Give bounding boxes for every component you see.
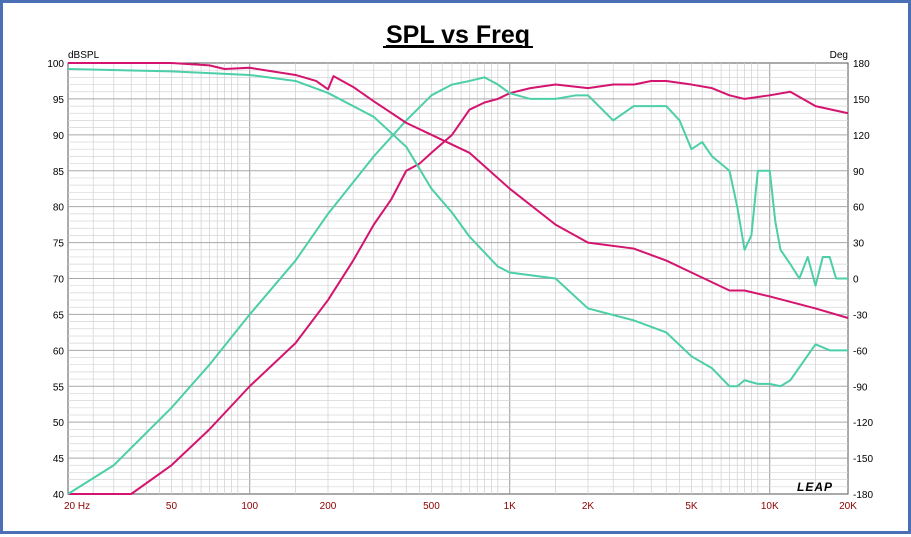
right-tick-label: 90 <box>853 167 865 178</box>
right-tick-label: -30 <box>853 310 868 321</box>
right-tick-label: -90 <box>853 382 868 393</box>
left-tick-label: 70 <box>53 275 65 286</box>
right-tick-label: 60 <box>853 203 865 214</box>
right-tick-label: -60 <box>853 346 868 357</box>
x-tick-label: 20 Hz <box>64 501 90 512</box>
left-tick-label: 40 <box>53 490 65 501</box>
x-tick-label: 2K <box>582 501 595 512</box>
label-layer: SPL vs Freq dBSPL Deg 100 95 90 85 80 75 70 65 60 55… <box>47 21 873 512</box>
right-axis-unit: Deg <box>830 50 848 61</box>
series-1-magenta-left-line <box>68 79 849 495</box>
left-tick-label: 55 <box>53 382 65 393</box>
left-tick-label: 100 <box>47 59 64 70</box>
x-tick-label: 200 <box>320 501 337 512</box>
x-tick-label: 50 <box>166 501 178 512</box>
right-tick-label: 0 <box>853 275 859 286</box>
right-tick-label: -150 <box>853 454 873 465</box>
x-tick-label: 20K <box>839 501 857 512</box>
right-tick-label: 30 <box>853 239 865 250</box>
grid-layer <box>67 62 849 495</box>
left-tick-label: 60 <box>53 346 65 357</box>
left-tick-label: 85 <box>53 167 65 178</box>
left-axis-unit: dBSPL <box>68 50 100 61</box>
left-tick-label: 95 <box>53 95 65 106</box>
x-tick-label: 1K <box>504 501 517 512</box>
series-2-teal-left-line <box>67 76 848 495</box>
right-tick-label: -120 <box>853 418 873 429</box>
x-tick-label: 10K <box>761 501 779 512</box>
right-tick-label: 180 <box>853 59 870 70</box>
chart-title: SPL vs Freq <box>386 21 530 49</box>
right-tick-label: 150 <box>853 95 870 106</box>
left-tick-label: 75 <box>53 239 65 250</box>
x-tick-label: 100 <box>241 501 258 512</box>
x-tick-label: 500 <box>423 501 440 512</box>
left-tick-label: 90 <box>53 131 65 142</box>
left-tick-label: 80 <box>53 203 65 214</box>
series-3-magenta-right-line <box>68 62 849 319</box>
series-layer <box>67 62 849 495</box>
right-tick-label: -180 <box>853 490 873 501</box>
left-tick-label: 65 <box>53 310 65 321</box>
right-tick-label: 120 <box>853 131 870 142</box>
series-4-teal-right-line <box>67 67 848 388</box>
x-tick-label: 5K <box>685 501 698 512</box>
spl-vs-freq-chart: SPL vs Freq dBSPL Deg 100 95 90 85 80 75 70 65 60 55… <box>47 21 873 512</box>
leap-watermark: LEAP <box>797 480 833 494</box>
left-tick-label: 45 <box>53 454 65 465</box>
left-tick-label: 50 <box>53 418 65 429</box>
